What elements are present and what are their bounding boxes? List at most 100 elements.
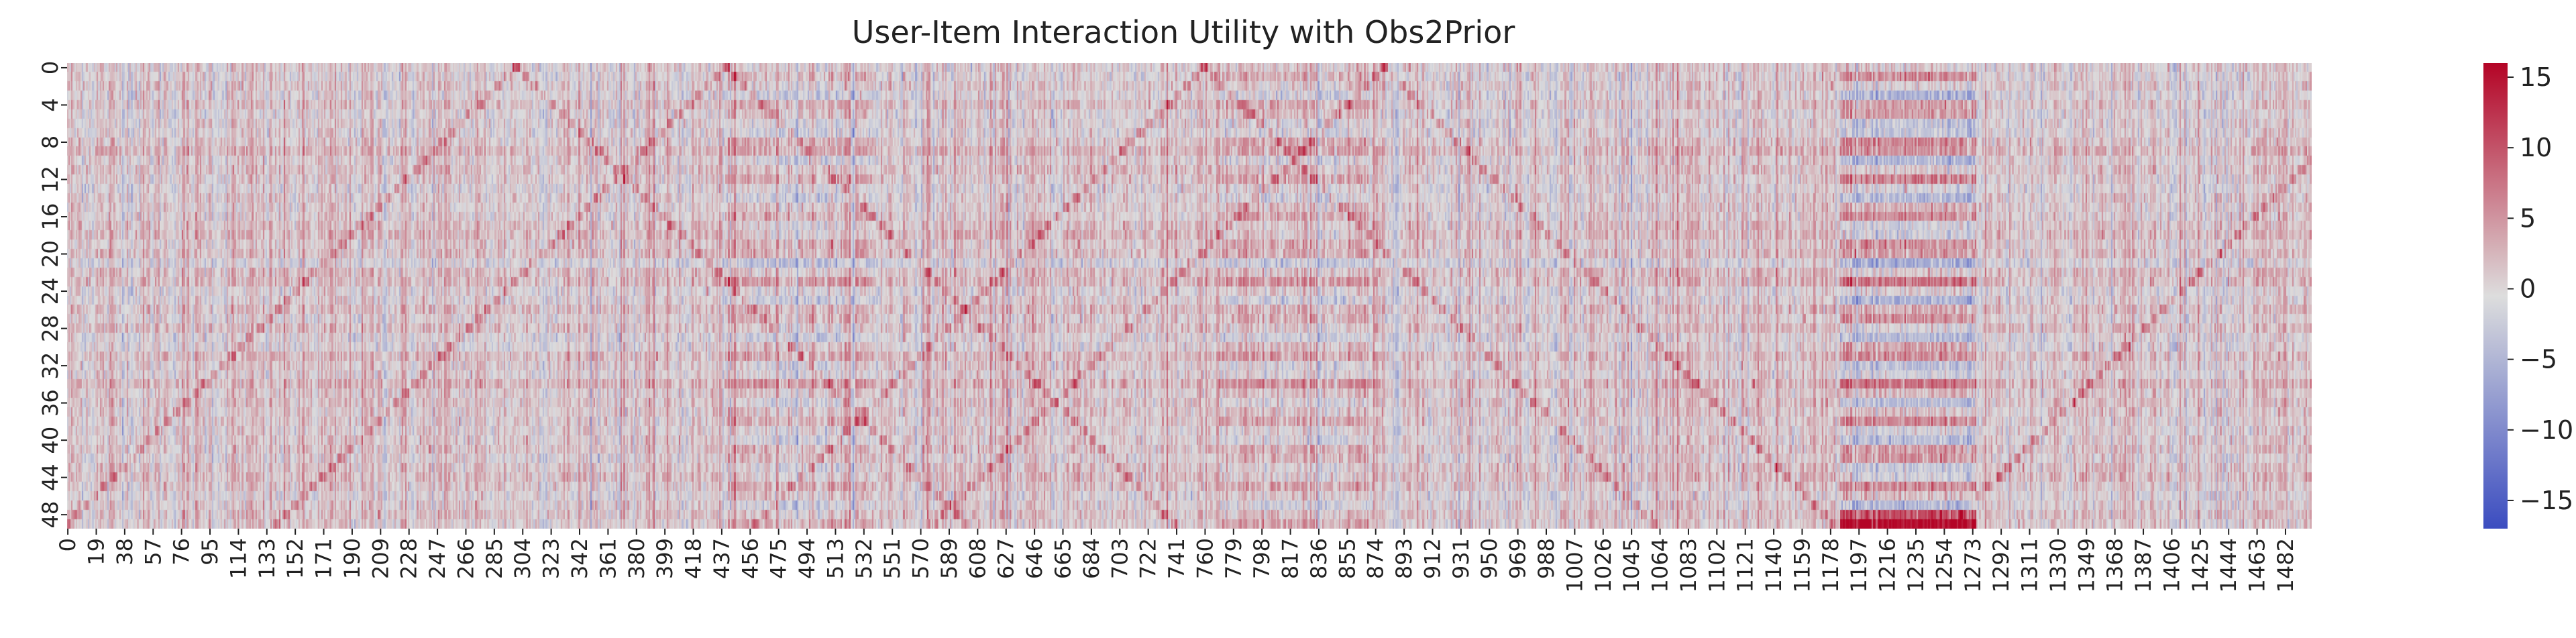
- x-tick-label: 817: [1278, 538, 1303, 579]
- y-tick-label: 32: [38, 352, 63, 380]
- x-tick-label: 627: [994, 538, 1019, 579]
- chart-title: User-Item Interaction Utility with Obs2P…: [852, 14, 1515, 50]
- colorbar: [2483, 63, 2508, 529]
- x-tick-label: 190: [339, 538, 365, 579]
- x-tick-label: 1197: [1846, 538, 1872, 592]
- x-tick-label: 1159: [1789, 538, 1815, 592]
- x-tick-label: 0: [55, 538, 80, 551]
- x-tick-label: 1463: [2245, 538, 2270, 592]
- x-tick-label: 684: [1079, 538, 1104, 579]
- x-tick-label: 1330: [2045, 538, 2071, 592]
- x-tick-label: 475: [766, 538, 792, 579]
- x-tick-label: 114: [225, 538, 251, 579]
- x-tick-label: 551: [879, 538, 905, 579]
- x-tick-label: 1387: [2131, 538, 2156, 592]
- x-tick-label: 209: [368, 538, 393, 579]
- x-tick-label: 228: [396, 538, 422, 579]
- x-tick-label: 1254: [1931, 538, 1957, 592]
- x-tick-label: 874: [1363, 538, 1389, 579]
- x-tick-label: 418: [681, 538, 706, 579]
- x-tick-label: 266: [453, 538, 478, 579]
- x-tick-label: 1273: [1960, 538, 1986, 592]
- x-tick-label: 323: [539, 538, 564, 579]
- x-tick-label: 152: [282, 538, 308, 579]
- x-tick-label: 1311: [2017, 538, 2043, 592]
- x-tick-label: 456: [737, 538, 763, 579]
- x-tick-label: 950: [1477, 538, 1502, 579]
- x-tick-label: 741: [1164, 538, 1189, 579]
- y-tick-label: 28: [38, 315, 63, 342]
- x-tick-label: 380: [624, 538, 649, 579]
- x-tick-label: 1121: [1733, 538, 1758, 592]
- x-tick-label: 1216: [1875, 538, 1900, 592]
- y-tick-label: 40: [38, 427, 63, 454]
- x-tick-label: 969: [1505, 538, 1531, 579]
- x-tick-label: 760: [1192, 538, 1218, 579]
- x-tick-label: 513: [822, 538, 848, 579]
- x-tick-label: 1140: [1761, 538, 1786, 592]
- x-tick-label: 836: [1306, 538, 1332, 579]
- x-tick-label: 798: [1249, 538, 1275, 579]
- y-tick-label: 0: [38, 61, 63, 74]
- x-tick-label: 38: [112, 538, 138, 566]
- x-tick-label: 988: [1534, 538, 1559, 579]
- x-tick-label: 1292: [1988, 538, 2014, 592]
- x-tick-label: 722: [1136, 538, 1161, 579]
- x-tick-label: 342: [567, 538, 592, 579]
- x-axis-ticks: 0 19 38 57 76 95 114 133 152 171 190 209 228 247 266 28…: [55, 529, 2298, 592]
- x-tick-label: 494: [794, 538, 820, 579]
- colorbar-tick-label: 15: [2520, 62, 2552, 92]
- x-tick-label: 532: [851, 538, 877, 579]
- x-tick-label: 855: [1334, 538, 1360, 579]
- x-tick-label: 1444: [2216, 538, 2241, 592]
- y-tick-label: 48: [38, 501, 63, 529]
- y-tick-label: 4: [38, 98, 63, 111]
- y-tick-label: 36: [38, 389, 63, 417]
- colorbar-ticks: 15 10 5 0 −5 −10 −15: [2508, 62, 2573, 515]
- x-tick-label: 1368: [2102, 538, 2128, 592]
- x-tick-label: 1007: [1562, 538, 1587, 592]
- x-tick-label: 589: [936, 538, 962, 579]
- x-tick-label: 665: [1051, 538, 1076, 579]
- x-tick-label: 285: [482, 538, 507, 579]
- colorbar-tick-label: 5: [2520, 203, 2536, 233]
- x-tick-label: 19: [83, 538, 109, 566]
- x-tick-label: 1406: [2159, 538, 2184, 592]
- x-tick-label: 437: [709, 538, 735, 579]
- x-tick-label: 931: [1448, 538, 1474, 579]
- x-tick-label: 1045: [1619, 538, 1644, 592]
- x-tick-label: 57: [140, 538, 166, 566]
- colorbar-tick-label: 0: [2520, 274, 2536, 303]
- x-tick-label: 247: [425, 538, 450, 579]
- x-tick-label: 1482: [2273, 538, 2298, 592]
- x-tick-label: 1235: [1903, 538, 1929, 592]
- colorbar-tick-label: −5: [2520, 345, 2557, 374]
- y-tick-label: 44: [38, 464, 63, 491]
- heatmap-cells: [67, 63, 2312, 529]
- x-tick-label: 1178: [1818, 538, 1843, 592]
- x-tick-label: 570: [908, 538, 934, 579]
- x-tick-label: 95: [197, 538, 223, 566]
- heatmap-image: [67, 63, 2312, 529]
- x-tick-label: 1425: [2188, 538, 2213, 592]
- y-tick-label: 16: [38, 203, 63, 231]
- colorbar-tick-label: −15: [2520, 486, 2573, 515]
- x-tick-label: 1102: [1704, 538, 1729, 592]
- x-tick-label: 76: [169, 538, 195, 566]
- x-tick-label: 646: [1022, 538, 1047, 579]
- x-tick-label: 171: [311, 538, 337, 579]
- x-tick-label: 133: [254, 538, 280, 579]
- x-tick-label: 703: [1107, 538, 1132, 579]
- x-tick-label: 893: [1391, 538, 1417, 579]
- x-tick-label: 1083: [1676, 538, 1701, 592]
- x-tick-label: 1064: [1648, 538, 1673, 592]
- x-tick-label: 304: [510, 538, 535, 579]
- x-tick-label: 1026: [1591, 538, 1616, 592]
- y-tick-label: 20: [38, 240, 63, 268]
- x-tick-label: 779: [1221, 538, 1246, 579]
- x-tick-label: 608: [965, 538, 990, 579]
- x-tick-label: 361: [595, 538, 621, 579]
- y-tick-label: 24: [38, 278, 63, 305]
